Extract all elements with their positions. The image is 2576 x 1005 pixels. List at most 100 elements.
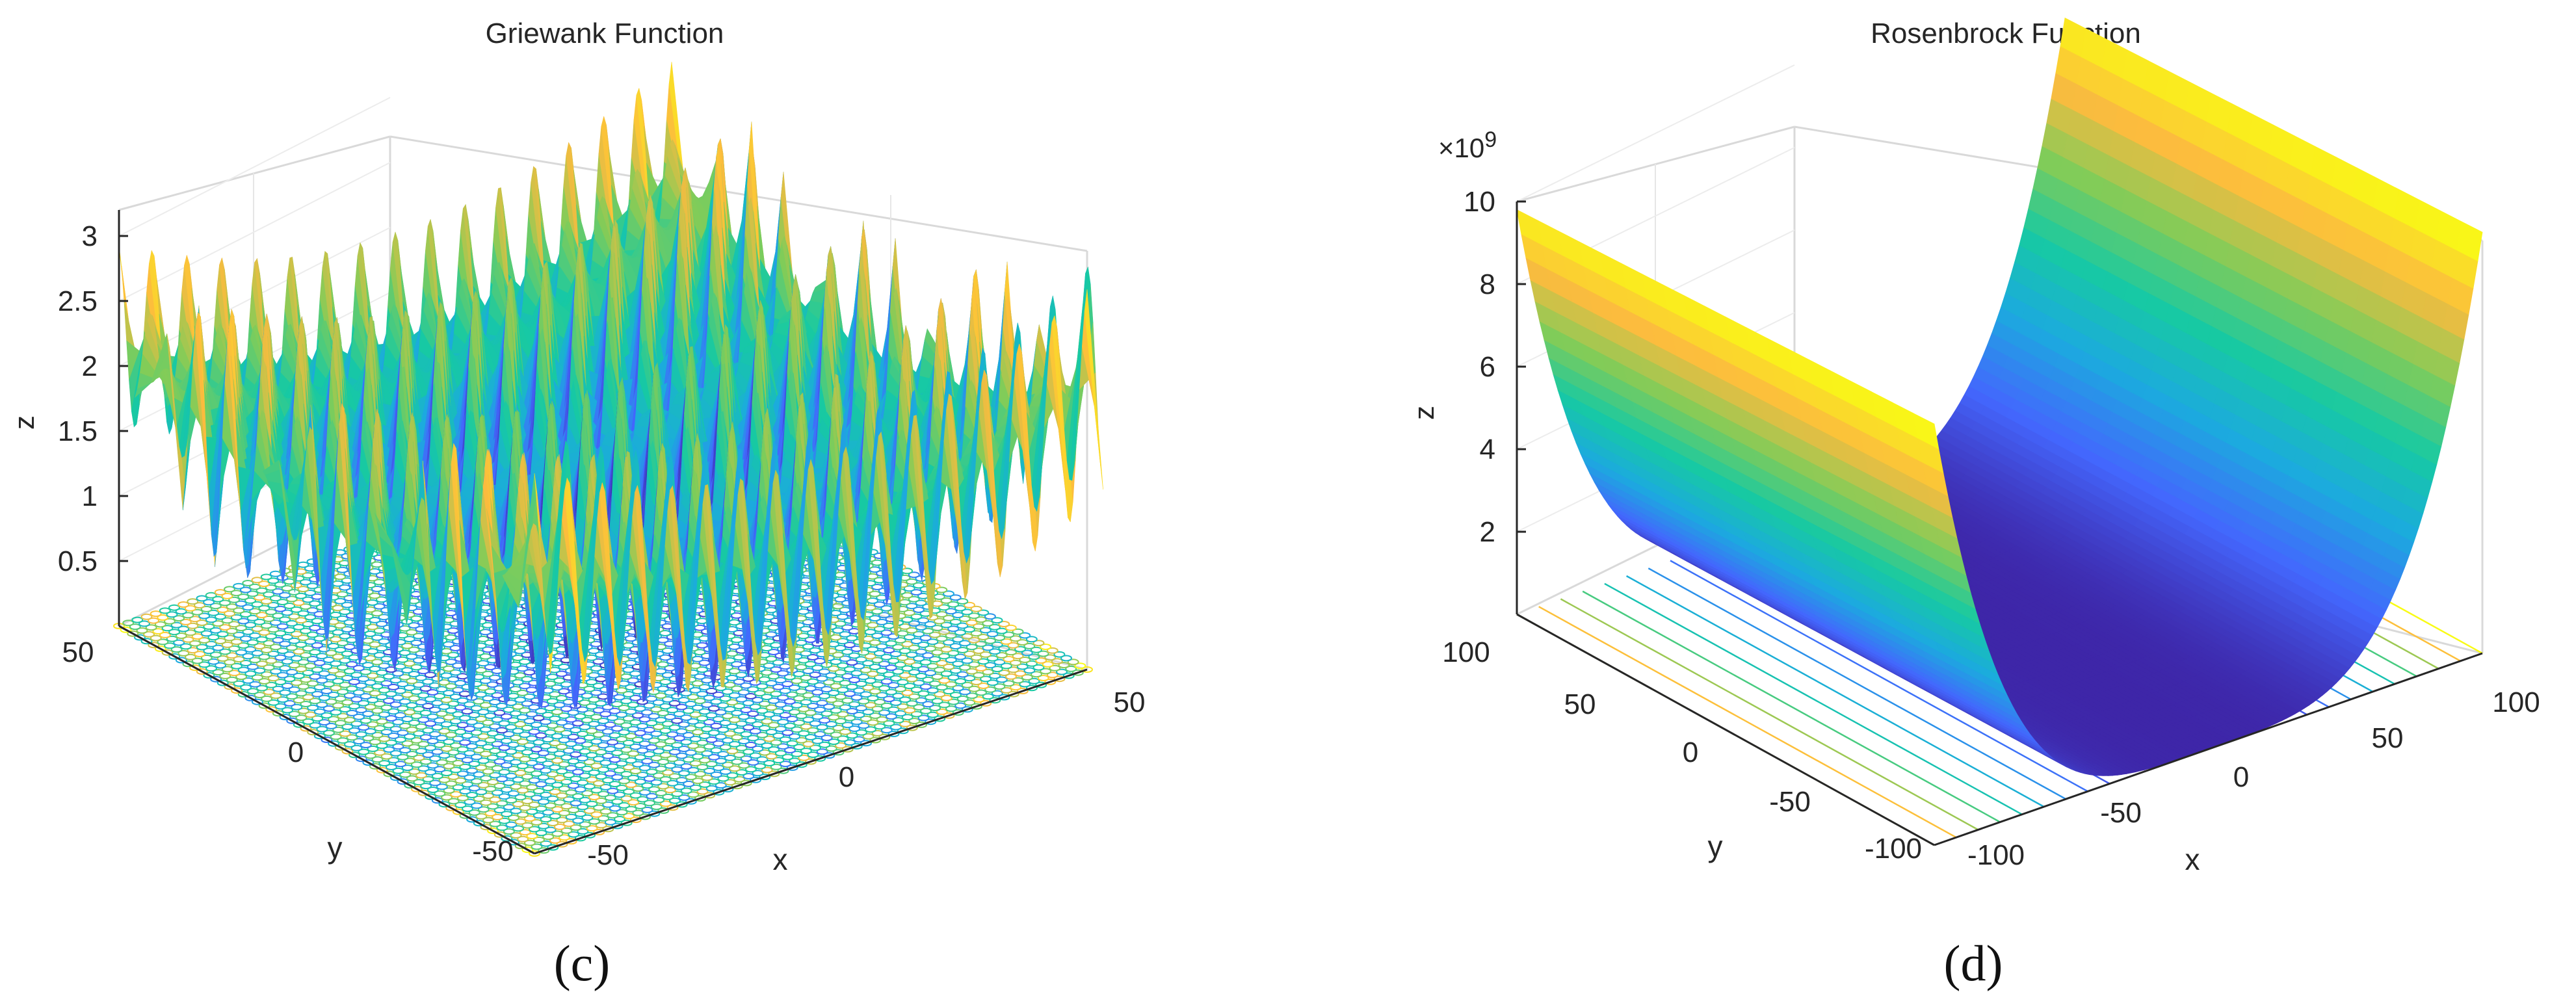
griewank-contour-mark bbox=[246, 614, 259, 621]
griewank-contour-mark bbox=[376, 742, 388, 750]
griewank-contour-mark bbox=[588, 696, 600, 703]
griewank-contour-mark bbox=[498, 768, 510, 776]
griewank-contour-mark bbox=[696, 739, 709, 746]
griewank-contour-mark bbox=[325, 649, 337, 657]
griewank-contour-mark bbox=[638, 789, 651, 796]
griewank-contour-mark bbox=[495, 702, 508, 709]
griewank-contour-mark bbox=[480, 701, 492, 709]
griewank-contour-mark bbox=[276, 647, 289, 655]
griewank-contour-mark bbox=[553, 726, 566, 733]
griewank-contour-mark bbox=[425, 720, 436, 727]
griewank-contour-mark bbox=[337, 688, 349, 696]
griewank-contour-mark bbox=[258, 581, 270, 588]
griewank-contour-mark bbox=[309, 722, 321, 729]
griewank-contour-mark bbox=[297, 707, 309, 714]
griewank-contour-mark bbox=[599, 759, 612, 766]
griewank-contour-mark bbox=[288, 613, 300, 620]
griewank-contour-mark bbox=[519, 755, 531, 763]
griewank-contour-mark bbox=[445, 731, 457, 738]
griewank-contour-mark bbox=[434, 717, 446, 724]
griewank-contour-mark bbox=[696, 764, 709, 771]
griewank-contour-mark bbox=[447, 749, 460, 756]
griewank-contour-mark bbox=[572, 768, 584, 776]
griewank-contour-mark bbox=[336, 566, 348, 573]
griewank-contour-mark bbox=[659, 727, 672, 734]
griewank-contour-mark bbox=[297, 634, 309, 642]
griewank-contour-mark bbox=[256, 685, 268, 692]
griewank-contour-mark bbox=[334, 597, 347, 605]
griewank-contour-mark bbox=[143, 631, 155, 638]
griewank-contour-mark bbox=[592, 707, 605, 714]
griewank-contour-mark bbox=[599, 711, 612, 718]
griewank-contour-mark bbox=[145, 624, 157, 631]
griewank-contour-mark bbox=[203, 672, 215, 679]
griewank-contour-mark bbox=[683, 756, 695, 763]
griewank-contour-mark bbox=[662, 793, 674, 800]
griewank-contour-mark bbox=[394, 712, 406, 719]
griewank-contour-mark bbox=[546, 722, 559, 729]
griewank-contour-mark bbox=[276, 672, 289, 679]
griewank-contour-mark bbox=[318, 719, 330, 726]
griewank-contour-mark bbox=[551, 757, 564, 764]
griewank-contour-mark bbox=[353, 738, 365, 745]
griewank-contour-mark bbox=[362, 735, 375, 742]
griewank-contour-mark bbox=[166, 635, 178, 642]
griewank-contour-mark bbox=[371, 756, 384, 763]
griewank-contour-mark bbox=[321, 663, 333, 670]
griewank-contour-mark bbox=[346, 660, 358, 668]
griewank-contour-mark bbox=[567, 758, 579, 765]
griewank-contour-mark bbox=[637, 747, 649, 754]
griewank-contour-mark bbox=[510, 735, 522, 741]
griewank-contour-mark bbox=[429, 779, 441, 787]
griewank-contour-mark bbox=[341, 724, 354, 730]
griewank-contour-mark bbox=[671, 742, 683, 749]
griewank-contour-mark bbox=[685, 774, 697, 781]
griewank-contour-mark bbox=[316, 725, 328, 733]
griewank-contour-mark bbox=[279, 640, 291, 647]
griewank-contour-mark bbox=[528, 753, 540, 760]
griewank-contour-mark bbox=[443, 787, 455, 794]
griewank-contour-mark bbox=[131, 616, 144, 623]
griewank-contour-mark bbox=[196, 668, 208, 675]
griewank-contour-mark bbox=[710, 747, 722, 754]
griewank-contour-mark bbox=[491, 716, 503, 723]
griewank-contour-mark bbox=[598, 815, 610, 822]
griewank-contour-mark bbox=[572, 720, 584, 727]
griewank-contour-mark bbox=[473, 746, 485, 753]
griewank-contour-mark bbox=[535, 732, 547, 739]
griewank-contour-mark bbox=[632, 809, 644, 816]
griewank-contour-mark bbox=[274, 630, 287, 637]
griewank-contour-mark bbox=[355, 755, 367, 763]
griewank-contour-mark bbox=[705, 761, 718, 768]
griewank-contour-mark bbox=[170, 621, 183, 629]
griewank-contour-mark bbox=[408, 646, 420, 653]
griewank-contour-mark bbox=[532, 763, 545, 770]
griewank-contour-mark bbox=[395, 761, 406, 768]
griewank-contour-mark bbox=[194, 602, 205, 609]
griewank-contour-mark bbox=[392, 694, 404, 701]
griewank-contour-mark bbox=[332, 629, 344, 636]
griewank-contour-mark bbox=[577, 730, 588, 737]
griewank-contour-mark bbox=[341, 699, 354, 706]
griewank-contour-mark bbox=[300, 579, 311, 586]
griewank-contour-mark bbox=[632, 761, 644, 768]
griewank-contour-mark bbox=[371, 634, 384, 641]
griewank-contour-mark bbox=[431, 797, 443, 804]
griewank-contour-mark bbox=[358, 748, 370, 755]
griewank-contour-mark bbox=[565, 740, 577, 748]
griewank-contour-mark bbox=[425, 793, 437, 800]
griewank-contour-mark bbox=[553, 750, 566, 757]
griewank-contour-mark bbox=[531, 770, 543, 777]
griewank-contour-mark bbox=[597, 718, 609, 724]
griewank-contour-mark bbox=[237, 642, 250, 649]
griewank-contour-mark bbox=[447, 798, 460, 805]
griewank-contour-mark bbox=[321, 737, 333, 743]
griewank-contour-mark bbox=[267, 577, 280, 584]
griewank-contour-mark bbox=[484, 688, 496, 695]
griewank-contour-mark bbox=[267, 601, 280, 608]
griewank-contour-mark bbox=[281, 609, 293, 616]
griewank-contour-mark bbox=[510, 686, 521, 693]
griewank-contour-mark bbox=[459, 739, 471, 746]
griewank-contour-mark bbox=[544, 705, 557, 712]
griewank-back-top-right bbox=[389, 135, 1088, 252]
